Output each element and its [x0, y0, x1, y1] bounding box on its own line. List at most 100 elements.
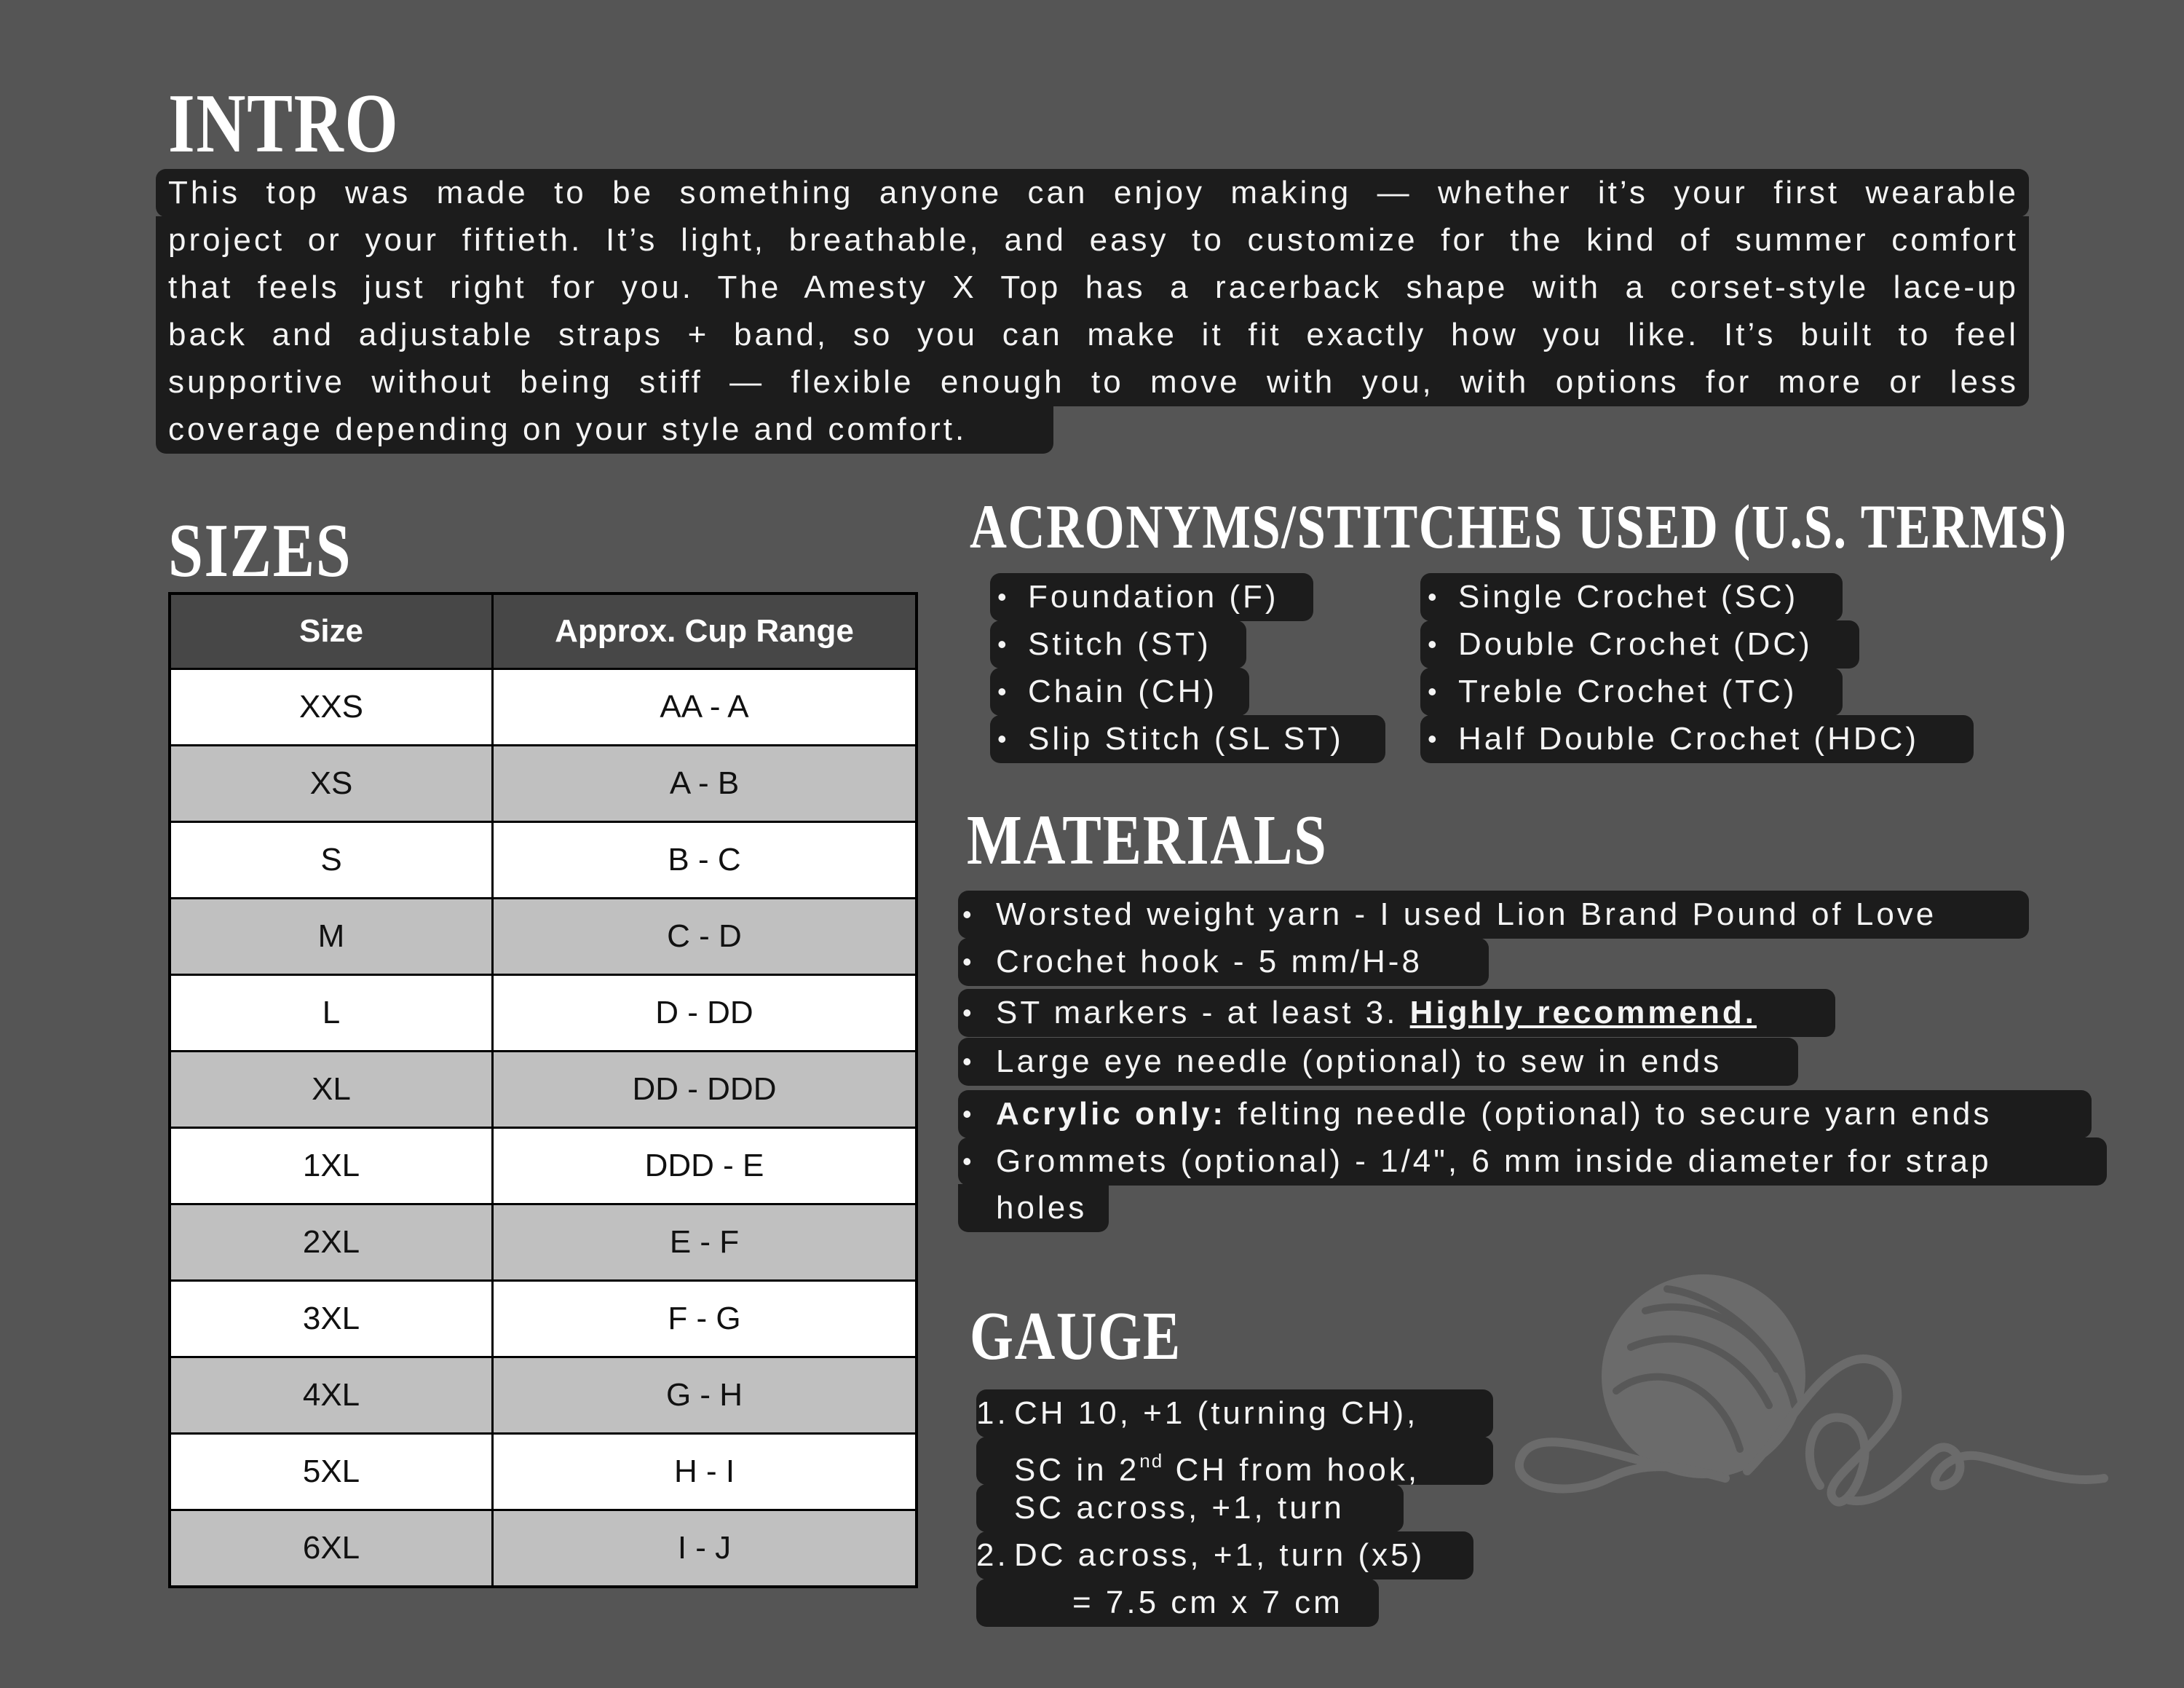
acronym-item: • Chain (CH) — [990, 668, 1249, 716]
gauge-text-part: SC in 2 — [1014, 1452, 1140, 1488]
size-cell: 3XL — [168, 1279, 494, 1358]
bullet-icon: • — [997, 724, 1010, 754]
acronym-text: Treble Crochet (TC) — [1458, 674, 1797, 709]
cup-range-cell: DDD - E — [491, 1127, 918, 1205]
intro-line: This top was made to be something anyone… — [156, 169, 2029, 217]
table-row: 3XL F - G — [168, 1279, 918, 1358]
acronym-text: Single Crochet (SC) — [1458, 579, 1799, 615]
bullet-icon: • — [962, 1146, 975, 1176]
acronym-text: Half Double Crochet (HDC) — [1458, 721, 1920, 757]
material-text-part: felting needle (optional) to secure yarn… — [1226, 1096, 1993, 1132]
gauge-text: DC across, +1, turn (x5) — [1014, 1531, 1425, 1579]
acronym-item: • Slip Stitch (SL ST) — [990, 715, 1385, 763]
cup-range-cell: C - D — [491, 897, 918, 976]
materials-heading: MATERIALS — [967, 801, 1328, 880]
intro-line: coverage depending on your style and com… — [156, 406, 1053, 454]
gauge-text: = 7.5 cm x 7 cm — [1072, 1579, 1343, 1627]
bullet-icon: • — [1428, 582, 1440, 612]
gauge-line: SC in 2nd CH from hook, — [976, 1437, 1493, 1488]
cup-range-cell: DD - DDD — [491, 1050, 918, 1129]
material-item: • Acrylic only: felting needle (optional)… — [958, 1090, 2092, 1138]
bullet-icon: • — [1428, 677, 1440, 706]
table-row: 4XL G - H — [168, 1356, 918, 1435]
material-item: • ST markers - at least 3. Highly recomme… — [958, 989, 1835, 1037]
size-cell: S — [168, 821, 494, 899]
intro-heading: INTRO — [168, 77, 400, 170]
gauge-text: SC across, +1, turn — [1014, 1484, 1345, 1532]
gauge-text-part: SC across, +1, turn — [1014, 1490, 1345, 1526]
table-row: 1XL DDD - E — [168, 1127, 918, 1205]
material-text: Acrylic only: felting needle (optional) … — [996, 1090, 1992, 1138]
material-text: Worsted weight yarn - I used Lion Brand … — [996, 891, 1936, 939]
material-text-part: ST markers - at least 3. — [996, 995, 1410, 1030]
acronym-text: Chain (CH) — [1028, 674, 1218, 709]
material-item-continued: holes — [958, 1184, 1109, 1232]
bullet-icon: • — [962, 947, 975, 977]
size-cell: XL — [168, 1050, 494, 1129]
acronyms-heading: ACRONYMS/STITCHES USED (U.S. TERMS) — [970, 492, 2068, 561]
size-cell: 6XL — [168, 1509, 494, 1588]
size-cell: 1XL — [168, 1127, 494, 1205]
cup-range-cell: A - B — [491, 744, 918, 823]
acronym-text: Foundation (F) — [1028, 579, 1279, 615]
material-bold-label: Acrylic only: — [996, 1096, 1227, 1132]
material-text-part: Large eye needle (optional) to sew in en… — [996, 1044, 1722, 1079]
gauge-step-number: 1. — [976, 1395, 1009, 1431]
table-row: 6XL I - J — [168, 1509, 918, 1588]
material-item: • Worsted weight yarn - I used Lion Brand… — [958, 891, 2029, 939]
table-row: 5XL H - I — [168, 1432, 918, 1511]
cup-range-cell: G - H — [491, 1356, 918, 1435]
gauge-line: = 7.5 cm x 7 cm — [976, 1579, 1379, 1627]
table-row: XS A - B — [168, 744, 918, 823]
acronym-item: • Double Crochet (DC) — [1420, 620, 1859, 669]
material-text: Grommets (optional) - 1/4", 6 mm inside … — [996, 1137, 1992, 1186]
bullet-icon: • — [997, 629, 1010, 659]
gauge-heading: GAUGE — [970, 1298, 1182, 1374]
material-text-part: Grommets (optional) - 1/4", 6 mm inside … — [996, 1143, 1992, 1179]
intro-line: supportive without being stiff — flexibl… — [156, 358, 2029, 406]
material-item: • Crochet hook - 5 mm/H-8 — [958, 938, 1489, 986]
bullet-icon: • — [997, 677, 1010, 706]
size-cell: XXS — [168, 668, 494, 746]
bullet-icon: • — [1428, 629, 1440, 659]
acronym-item: • Half Double Crochet (HDC) — [1420, 715, 1974, 763]
material-text-part: Crochet hook - 5 mm/H-8 — [996, 944, 1423, 979]
acronym-item: • Treble Crochet (TC) — [1420, 668, 1843, 716]
gauge-line: 2. DC across, +1, turn (x5) — [976, 1531, 1473, 1579]
cup-range-cell: AA - A — [491, 668, 918, 746]
material-text: Crochet hook - 5 mm/H-8 — [996, 938, 1423, 986]
gauge-line: 1. CH 10, +1 (turning CH), — [976, 1389, 1493, 1437]
gauge-text: CH 10, +1 (turning CH), — [1014, 1389, 1418, 1437]
material-text-part: Worsted weight yarn - I used Lion Brand … — [996, 896, 1937, 932]
yarn-ball-with-heart-icon — [1515, 1274, 2108, 1507]
cup-range-cell: I - J — [491, 1509, 918, 1588]
intro-line: back and adjustable straps + band, so yo… — [156, 311, 2029, 359]
material-item: • Grommets (optional) - 1/4", 6 mm inside… — [958, 1137, 2107, 1186]
column-header-cup-range: Approx. Cup Range — [491, 592, 918, 670]
gauge-text-part: = 7.5 cm x 7 cm — [1072, 1585, 1343, 1620]
ordinal-superscript: nd — [1139, 1450, 1164, 1472]
acronym-text: Double Crochet (DC) — [1458, 626, 1813, 662]
size-cell: 2XL — [168, 1203, 494, 1282]
intro-line: project or your fiftieth. It’s light, br… — [156, 216, 2029, 264]
gauge-text-part: DC across, +1, turn (x5) — [1014, 1537, 1425, 1573]
table-header-row: Size Approx. Cup Range — [168, 592, 918, 670]
material-text: holes — [996, 1190, 1088, 1226]
cup-range-cell: B - C — [491, 821, 918, 899]
cup-range-cell: D - DD — [491, 974, 918, 1052]
gauge-text-part: CH from hook, — [1163, 1452, 1420, 1488]
sizes-heading: SIZES — [168, 508, 352, 593]
material-text: Large eye needle (optional) to sew in en… — [996, 1038, 1722, 1086]
acronym-text: Slip Stitch (SL ST) — [1028, 721, 1344, 757]
intro-line: that feels just right for you. The Amest… — [156, 264, 2029, 312]
column-header-size: Size — [168, 592, 494, 670]
acronym-item: • Foundation (F) — [990, 573, 1313, 621]
size-cell: M — [168, 897, 494, 976]
size-cell: 5XL — [168, 1432, 494, 1511]
table-row: XXS AA - A — [168, 668, 918, 746]
table-row: XL DD - DDD — [168, 1050, 918, 1129]
material-emphasis: Highly recommend. — [1409, 995, 1757, 1030]
material-text: ST markers - at least 3. Highly recommen… — [996, 989, 1757, 1037]
